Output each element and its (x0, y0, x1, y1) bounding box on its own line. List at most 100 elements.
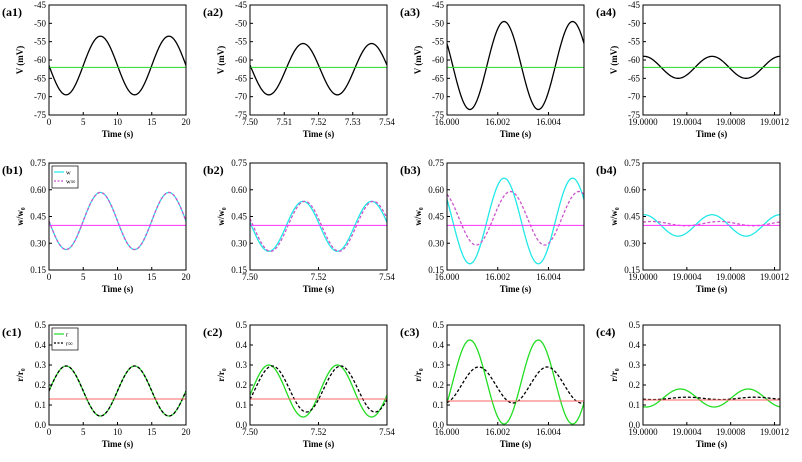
x-axis-label-c2: Time (s) (303, 439, 335, 449)
y-tick-label: 0.3 (629, 360, 641, 370)
y-tick-label: 0.30 (624, 238, 640, 248)
x-axis-label-a2: Time (s) (303, 129, 335, 139)
series-group-b4 (643, 214, 780, 237)
series-line-c3-r∞ (447, 366, 584, 404)
series-group-b3 (447, 177, 584, 265)
x-axis-label-b3: Time (s) (500, 284, 532, 294)
y-tick-label: 0.75 (428, 158, 444, 168)
x-tick-label: 16.002 (485, 117, 510, 127)
series-group-a3 (447, 20, 584, 111)
plot-frame-a4 (642, 4, 781, 116)
y-tick-label: -60 (432, 55, 444, 65)
series-group-c4 (643, 388, 780, 408)
panel-label-c3: (c3) (400, 325, 419, 339)
plot-frame-c4 (642, 324, 781, 426)
series-line-c3-r (447, 339, 584, 425)
x-tick-label: 16.004 (536, 427, 561, 437)
y-tick-label: 0.3 (433, 360, 445, 370)
y-tick-label: -45 (432, 0, 444, 10)
panel-c1: (c1) 0 5 10 15 20 0.5 0.4 0.3 0.2 0.1 0.0 Time (s) r/… (2, 320, 191, 449)
panel-label-a1: (a1) (2, 5, 22, 19)
series-group-c1 (49, 365, 186, 417)
series-line-a2-V (250, 42, 387, 96)
panel-a2: (a2) 7.50 7.51 7.52 7.53 7.54 -45 -50 -55 -60 -65 -… (203, 0, 395, 139)
y-tick-label: 0.60 (428, 185, 444, 195)
y-tick-label: 0.1 (629, 400, 640, 410)
series-line-c4-r∞ (643, 396, 780, 401)
y-axis-label-b4: w/w₀ (609, 207, 619, 225)
x-axis-label-b1: Time (s) (102, 284, 134, 294)
y-axis-label-b3: w/w₀ (413, 207, 423, 225)
x-tick-label: 19.0000 (628, 427, 658, 437)
x-tick-label: 7.54 (379, 272, 395, 282)
y-tick-label: 0.4 (35, 340, 47, 350)
panel-c3: (c3) 16.000 16.002 16.004 0.5 0.4 0.3 0.2 0.1 0.0… (400, 320, 585, 449)
y-tick-label: -50 (34, 18, 46, 28)
series-group-c3 (447, 339, 584, 425)
y-tick-label: 0.45 (624, 212, 640, 222)
y-tick-label: 0.4 (629, 340, 641, 350)
x-tick-label: 7.52 (311, 117, 327, 127)
x-tick-label: 7.54 (379, 427, 395, 437)
y-tick-label: -60 (34, 55, 46, 65)
plot-frame-a1 (48, 4, 187, 116)
y-tick-label: -55 (432, 37, 444, 47)
panel-label-c4: (c4) (596, 325, 615, 339)
y-tick-label: -55 (235, 37, 247, 47)
x-tick-label: 20 (182, 272, 192, 282)
panel-b2: (b2) 7.50 7.52 7.54 0.75 0.60 0.45 0.30 0.15 Time… (203, 158, 395, 294)
x-tick-label: 15 (147, 427, 157, 437)
series-group-a1 (49, 35, 186, 96)
y-tick-label: 0.30 (30, 238, 46, 248)
x-tick-label: 16.004 (536, 117, 561, 127)
y-tick-label: 0.45 (30, 212, 46, 222)
y-axis-label-c2: r/r₀ (216, 368, 226, 381)
y-tick-label: -70 (34, 92, 46, 102)
x-tick-label: 19.0000 (628, 117, 658, 127)
y-tick-label: -65 (235, 73, 247, 83)
y-tick-label: 0.1 (433, 400, 444, 410)
x-tick-label: 19.0008 (716, 117, 746, 127)
x-tick-label: 16.000 (435, 272, 460, 282)
x-axis-label-b4: Time (s) (696, 284, 728, 294)
y-tick-label: 0.2 (236, 380, 247, 390)
series-group-a2 (250, 42, 387, 96)
y-axis-label-c4: r/r₀ (609, 368, 619, 381)
x-axis-label-c4: Time (s) (696, 439, 728, 449)
x-tick-label: 15 (147, 272, 157, 282)
x-tick-label: 0 (47, 427, 52, 437)
x-axis-label-c1: Time (s) (102, 439, 134, 449)
y-tick-label: 0.2 (629, 380, 640, 390)
series-group-b2 (250, 200, 387, 252)
y-tick-label: -60 (235, 55, 247, 65)
x-tick-label: 19.0004 (672, 117, 702, 127)
y-tick-label: 0.75 (30, 158, 46, 168)
x-tick-label: 5 (81, 272, 86, 282)
x-tick-label: 16.000 (435, 427, 460, 437)
y-axis-label-c3: r/r₀ (413, 368, 423, 381)
x-tick-label: 16.002 (485, 272, 510, 282)
y-tick-label: -75 (628, 110, 640, 120)
y-tick-label: -70 (235, 92, 247, 102)
legend-label-b1: w∞ (66, 179, 76, 186)
legend-label-c1: r (66, 332, 69, 339)
y-tick-label: -65 (628, 73, 640, 83)
series-group-b1 (49, 191, 186, 251)
y-tick-label: 0.45 (231, 212, 247, 222)
y-tick-label: 0.45 (428, 212, 444, 222)
x-tick-label: 19.0000 (628, 272, 658, 282)
y-tick-label: -45 (235, 0, 247, 10)
y-tick-label: 0.0 (35, 420, 47, 430)
y-tick-label: 0.0 (236, 420, 248, 430)
plot-frame-b3 (446, 162, 585, 271)
y-axis-label-b1: w/w₀ (15, 207, 25, 225)
x-tick-label: 7.50 (242, 117, 258, 127)
y-tick-label: 0.60 (624, 185, 640, 195)
panel-a3: (a3) 16.000 16.002 16.004 -45 -50 -55 -60 -65 -70… (400, 0, 585, 139)
series-line-c2-r (250, 364, 387, 418)
plot-frame-b4 (642, 162, 781, 271)
panel-a1: (a1) 0 5 10 15 20 -45 -50 -55 -60 -65 -70 -75 Time (s… (2, 0, 191, 139)
x-tick-label: 7.51 (276, 117, 292, 127)
x-tick-label: 19.0004 (672, 272, 702, 282)
plot-frame-c3 (446, 324, 585, 426)
